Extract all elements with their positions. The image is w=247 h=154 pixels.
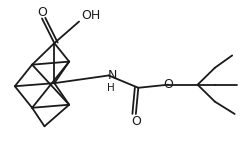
Text: O: O (37, 6, 47, 19)
Text: OH: OH (82, 9, 101, 22)
Text: N: N (107, 69, 117, 82)
Text: O: O (163, 78, 173, 91)
Text: O: O (131, 115, 141, 128)
Text: H: H (107, 83, 115, 93)
